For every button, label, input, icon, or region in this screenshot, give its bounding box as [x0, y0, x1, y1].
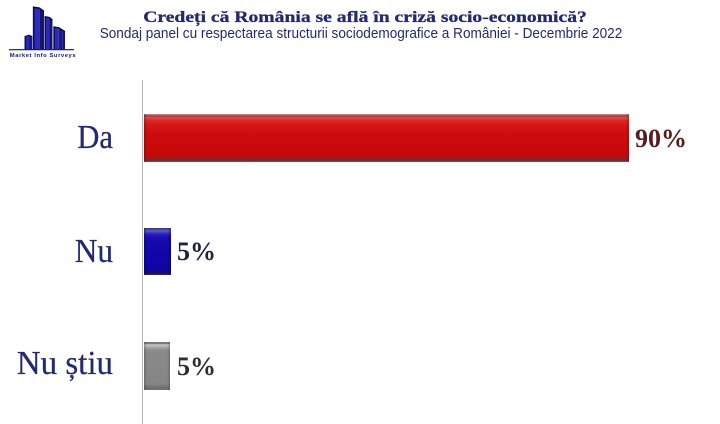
- svg-text:Market Info Surveys: Market Info Surveys: [10, 53, 77, 59]
